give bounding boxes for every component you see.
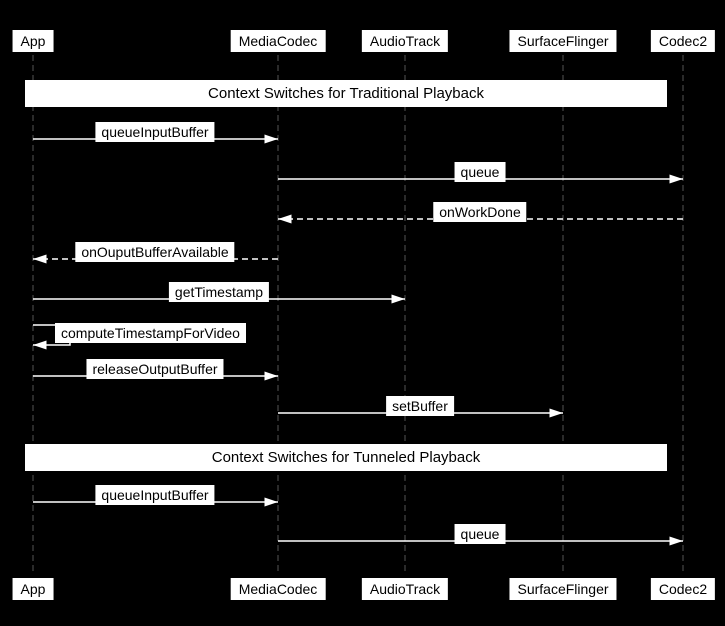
participant-surfaceflinger-bottom: SurfaceFlinger bbox=[509, 578, 616, 600]
participant-mediacodec-bottom: MediaCodec bbox=[231, 578, 326, 600]
label-queueInputBuffer2: queueInputBuffer bbox=[95, 485, 214, 505]
label-queue2: queue bbox=[455, 524, 506, 544]
label-queue1: queue bbox=[455, 162, 506, 182]
section-traditional: Context Switches for Traditional Playbac… bbox=[25, 80, 667, 107]
participant-codec2-top: Codec2 bbox=[651, 30, 715, 52]
label-releaseOutputBuffer: releaseOutputBuffer bbox=[86, 359, 223, 379]
section-tunneled: Context Switches for Tunneled Playback bbox=[25, 444, 667, 471]
participant-codec2-bottom: Codec2 bbox=[651, 578, 715, 600]
participant-mediacodec-top: MediaCodec bbox=[231, 30, 326, 52]
participant-app-top: App bbox=[13, 30, 54, 52]
label-onOutputBufferAvailable: onOuputBufferAvailable bbox=[75, 242, 234, 262]
label-queueInputBuffer1: queueInputBuffer bbox=[95, 122, 214, 142]
label-setBuffer: setBuffer bbox=[386, 396, 454, 416]
label-computeTimestampForVideo: computeTimestampForVideo bbox=[55, 323, 246, 343]
label-getTimestamp: getTimestamp bbox=[169, 282, 269, 302]
participant-app-bottom: App bbox=[13, 578, 54, 600]
participant-audiotrack-top: AudioTrack bbox=[362, 30, 448, 52]
label-onWorkDone: onWorkDone bbox=[433, 202, 526, 222]
participant-audiotrack-bottom: AudioTrack bbox=[362, 578, 448, 600]
participant-surfaceflinger-top: SurfaceFlinger bbox=[509, 30, 616, 52]
